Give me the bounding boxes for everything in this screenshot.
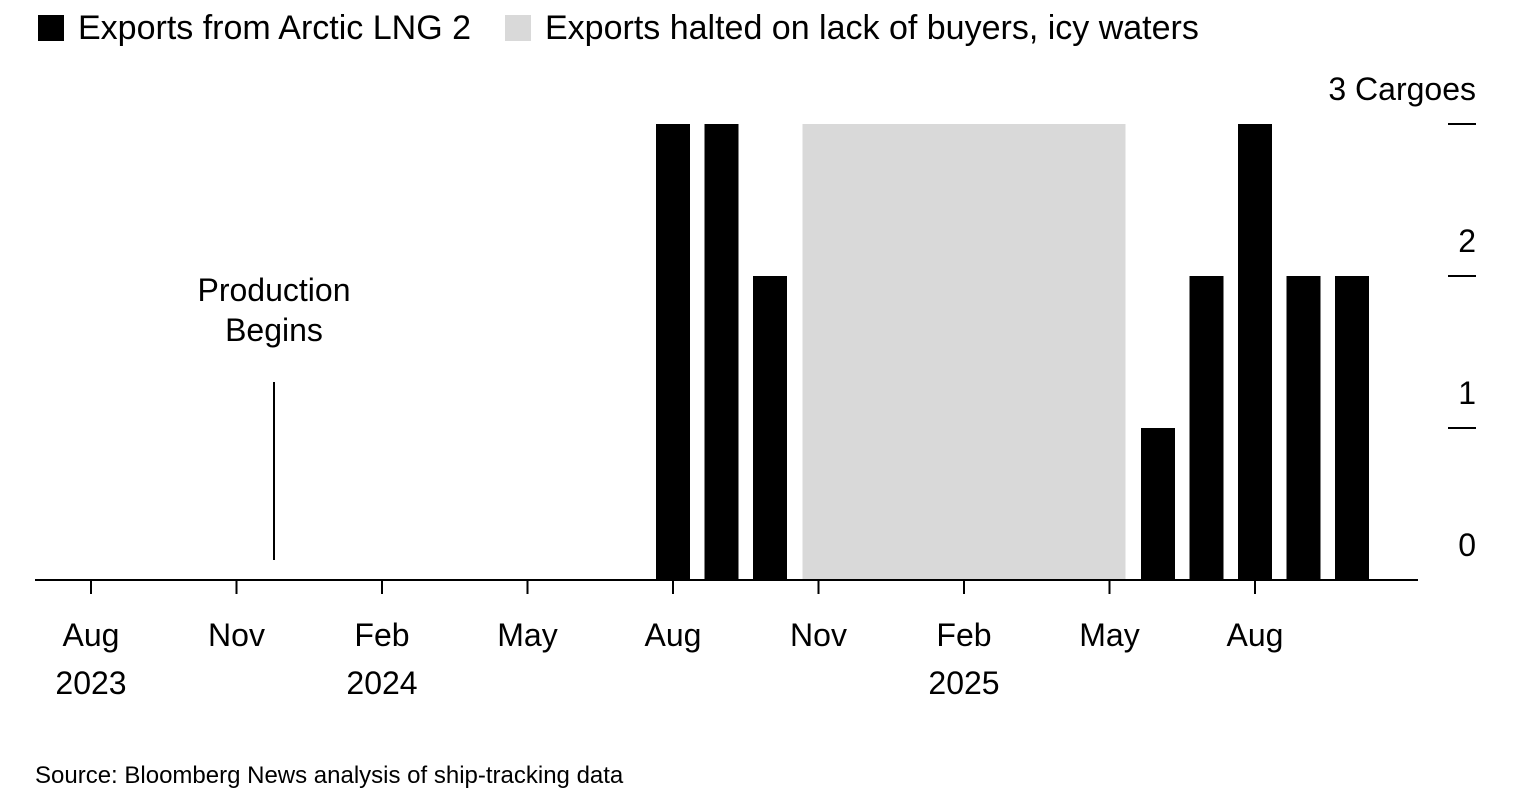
- x-tick-label-2024-11: Nov: [790, 617, 847, 653]
- bar-2024-08: [656, 124, 690, 580]
- y-tick-label-0: 0: [1458, 527, 1476, 563]
- y-tick-label-3: 3 Cargoes: [1328, 71, 1476, 107]
- x-tick-label-2025-05: May: [1079, 617, 1139, 653]
- bar-2024-09: [704, 124, 739, 580]
- legend: Exports from Arctic LNG 2 Exports halted…: [38, 8, 1233, 48]
- source-note: Source: Bloomberg News analysis of ship-…: [35, 762, 624, 789]
- x-tick-label-2023-11: Nov: [208, 617, 265, 653]
- legend-item-exports: Exports from Arctic LNG 2: [38, 8, 471, 48]
- x-axis: Aug 2023 Nov Feb 2024 May Aug Nov Feb 2025 May Aug: [55, 580, 1283, 701]
- legend-swatch-halted: [505, 15, 531, 41]
- x-tick-label-2024-02: Feb: [354, 617, 409, 653]
- halted-period-shading: [802, 124, 1126, 580]
- bar-2025-07: [1189, 276, 1224, 580]
- y-tick-label-2: 2: [1458, 223, 1476, 259]
- legend-label-halted: Exports halted on lack of buyers, icy wa…: [545, 9, 1199, 47]
- y-tick-label-1: 1: [1458, 375, 1476, 411]
- legend-swatch-exports: [38, 15, 64, 41]
- bar-2025-10: [1335, 276, 1369, 580]
- y-axis: 0 1 2 3 Cargoes: [1328, 71, 1476, 563]
- legend-item-halted: Exports halted on lack of buyers, icy wa…: [505, 8, 1199, 48]
- x-tick-label-2024-05: May: [497, 617, 557, 653]
- x-tick-label-2024-08: Aug: [645, 617, 702, 653]
- annotations: Production Begins: [198, 272, 351, 560]
- x-year-label-2023: 2023: [55, 665, 126, 701]
- bar-2025-08: [1238, 124, 1272, 580]
- x-tick-label-2025-02: Feb: [936, 617, 991, 653]
- bar-2025-09: [1286, 276, 1321, 580]
- bar-2024-10: [753, 276, 787, 580]
- halted-period-rect: [802, 124, 1126, 580]
- x-year-label-2024: 2024: [346, 665, 417, 701]
- bar-2025-06: [1141, 428, 1175, 580]
- annotation-text-line-1: Begins: [225, 312, 323, 348]
- x-year-label-2025: 2025: [928, 665, 999, 701]
- annotation-text-line-0: Production: [198, 272, 351, 308]
- x-tick-label-2023-08: Aug: [63, 617, 120, 653]
- bars: [656, 124, 1369, 580]
- x-tick-label-2025-08: Aug: [1227, 617, 1284, 653]
- legend-label-exports: Exports from Arctic LNG 2: [78, 9, 471, 47]
